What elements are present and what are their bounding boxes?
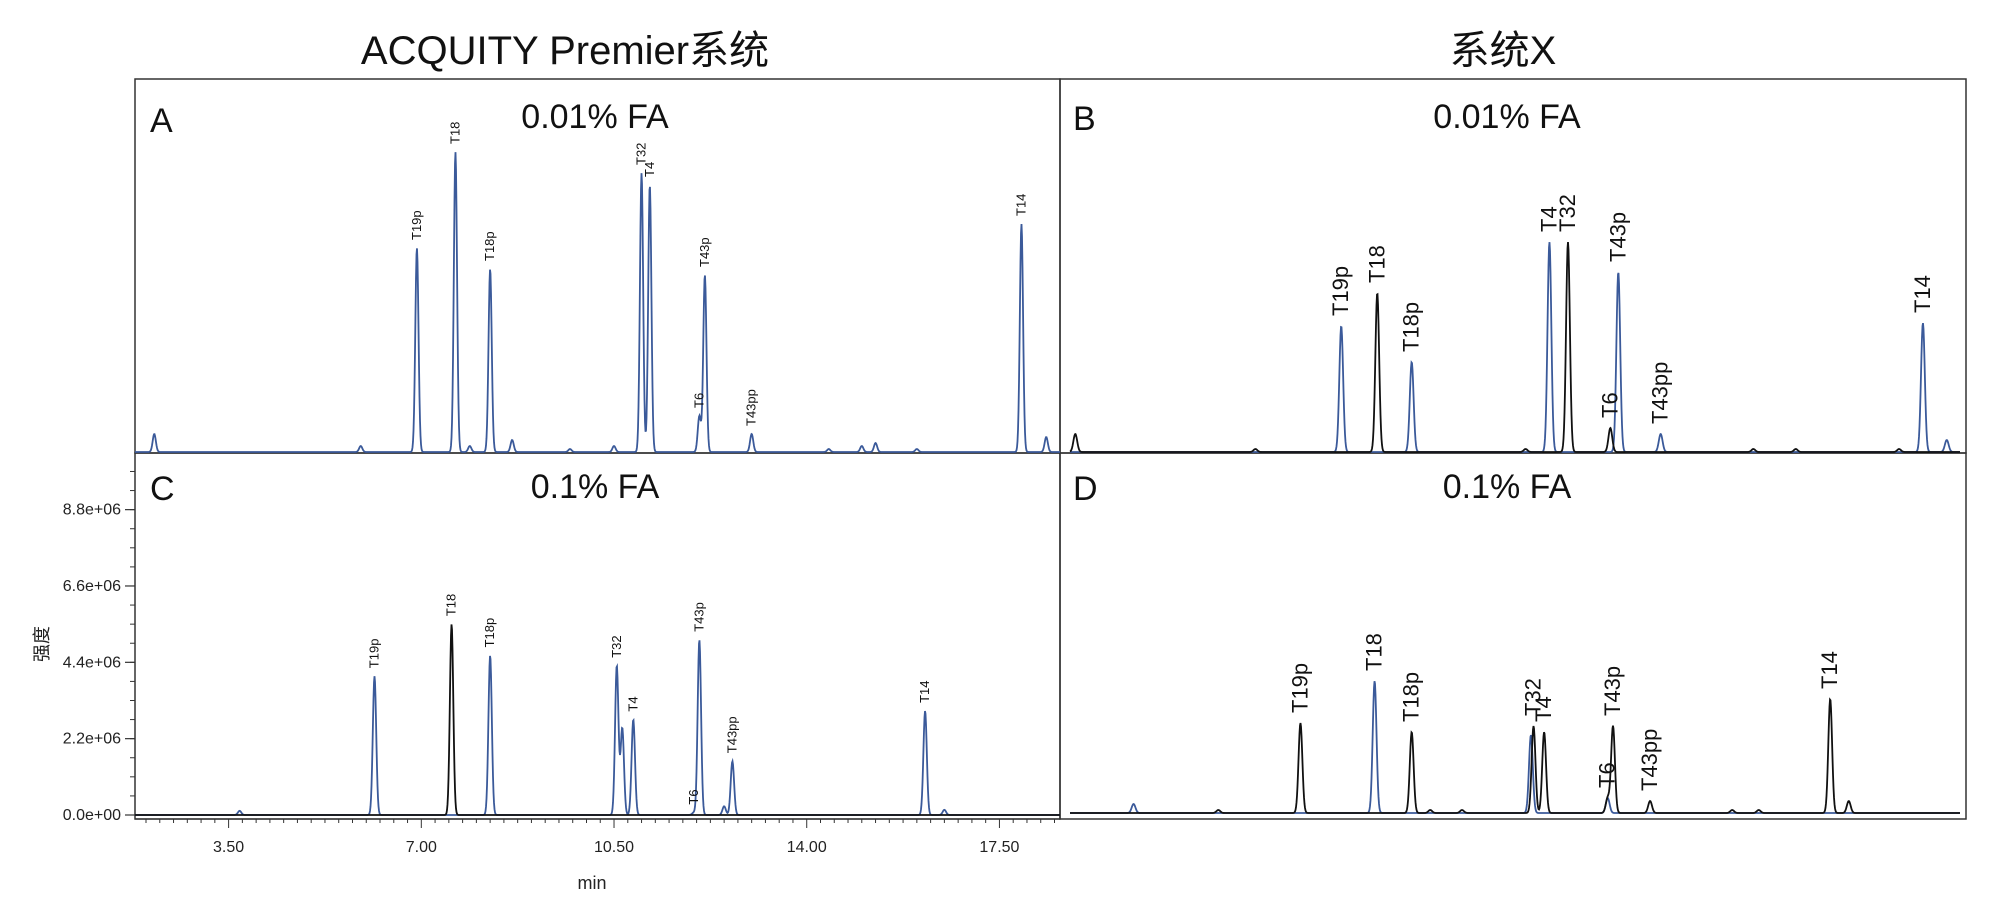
x-tick-label: 17.50: [979, 839, 1019, 856]
peak-label: T14: [1817, 651, 1842, 689]
panel-a-letter: A: [150, 102, 173, 140]
peak-label: T43pp: [724, 716, 739, 753]
peak-label: T14: [917, 680, 932, 702]
panel-d-letter: D: [1073, 470, 1098, 508]
x-tick-label: 7.00: [406, 839, 437, 856]
y-tick-label: 4.4e+06: [63, 654, 121, 671]
peak-label: T43p: [691, 602, 706, 632]
peak-label: T43p: [1605, 212, 1630, 262]
y-tick-label: 0.0e+00: [63, 807, 121, 824]
x-tick-label: 3.50: [213, 839, 244, 856]
peak-label: T32: [1521, 678, 1546, 716]
peak-label: T43p: [1600, 666, 1625, 716]
peak-label: T6: [1595, 762, 1620, 788]
panel-b-letter: B: [1073, 100, 1096, 138]
panel-c-frame: [134, 452, 1061, 820]
peak-label: T19p: [1328, 266, 1353, 316]
peak-label: T6: [1597, 392, 1622, 418]
x-axis-label: min: [577, 873, 606, 893]
peak-label: T4: [1531, 696, 1556, 722]
panel-a-condition: 0.01% FA: [521, 98, 669, 136]
title-acquity-premier: ACQUITY Premier系统: [360, 29, 770, 73]
peak-label: T4: [1536, 206, 1561, 232]
title-system-x: 系统X: [1449, 29, 1557, 73]
peak-label: T6: [691, 393, 706, 408]
peak-label: T14: [1013, 194, 1028, 216]
peak-label: T4: [642, 162, 657, 177]
panel-a-trace-0: [135, 152, 1060, 453]
peak-label: T32: [1555, 194, 1580, 232]
peak-label: T18: [1362, 633, 1387, 671]
panel-d-condition: 0.1% FA: [1443, 468, 1572, 506]
peak-label: T18p: [1399, 672, 1424, 722]
peak-label: T6: [686, 789, 701, 804]
y-tick-label: 2.2e+06: [63, 731, 121, 748]
y-tick-label: 6.6e+06: [63, 578, 121, 595]
peak-label: T43pp: [744, 389, 759, 426]
peak-label: T32: [609, 635, 624, 657]
peak-label: T18p: [482, 231, 497, 261]
peak-label: T19p: [409, 210, 424, 240]
y-axis-label: 强度: [32, 626, 52, 662]
panel-c-condition: 0.1% FA: [531, 468, 660, 506]
panel-c-trace-1: [135, 624, 1060, 816]
peak-label: T43p: [697, 237, 712, 267]
peak-label: T18p: [1399, 302, 1424, 352]
peak-label: T43pp: [1648, 362, 1673, 424]
panel-d-trace-1: [1070, 697, 1960, 814]
panel-b-trace-0: [1070, 242, 1960, 453]
panel-c-trace-0: [135, 640, 1060, 816]
y-tick-label: 8.8e+06: [63, 502, 121, 519]
panel-b-condition: 0.01% FA: [1433, 98, 1581, 136]
peak-label: T19p: [1287, 663, 1312, 713]
peak-label: T18: [1364, 245, 1389, 283]
peak-label: T18: [444, 594, 459, 616]
peak-label: T18: [447, 122, 462, 144]
panel-d-frame: [1059, 452, 1967, 820]
peak-label: T19p: [367, 639, 382, 669]
peak-label: T43pp: [1637, 729, 1662, 791]
panel-b-trace-1: [1069, 241, 1960, 453]
peak-label: T32: [634, 143, 649, 165]
peak-label: T14: [1910, 275, 1935, 313]
x-tick-label: 14.00: [787, 839, 827, 856]
panel-c-letter: C: [150, 470, 175, 508]
x-tick-label: 10.50: [594, 839, 634, 856]
peak-label: T18p: [482, 618, 497, 648]
peak-label: T4: [625, 696, 640, 711]
